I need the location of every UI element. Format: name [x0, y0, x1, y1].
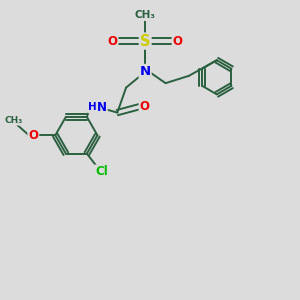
Text: CH₃: CH₃ — [135, 10, 156, 20]
Text: CH₃: CH₃ — [4, 116, 23, 125]
Text: Cl: Cl — [95, 165, 108, 178]
Text: N: N — [140, 65, 151, 78]
Text: O: O — [107, 34, 117, 48]
Text: O: O — [140, 100, 149, 113]
Text: N: N — [97, 101, 107, 114]
Text: S: S — [140, 34, 150, 49]
Text: H: H — [88, 102, 97, 112]
Text: O: O — [173, 34, 183, 48]
Text: O: O — [28, 129, 38, 142]
